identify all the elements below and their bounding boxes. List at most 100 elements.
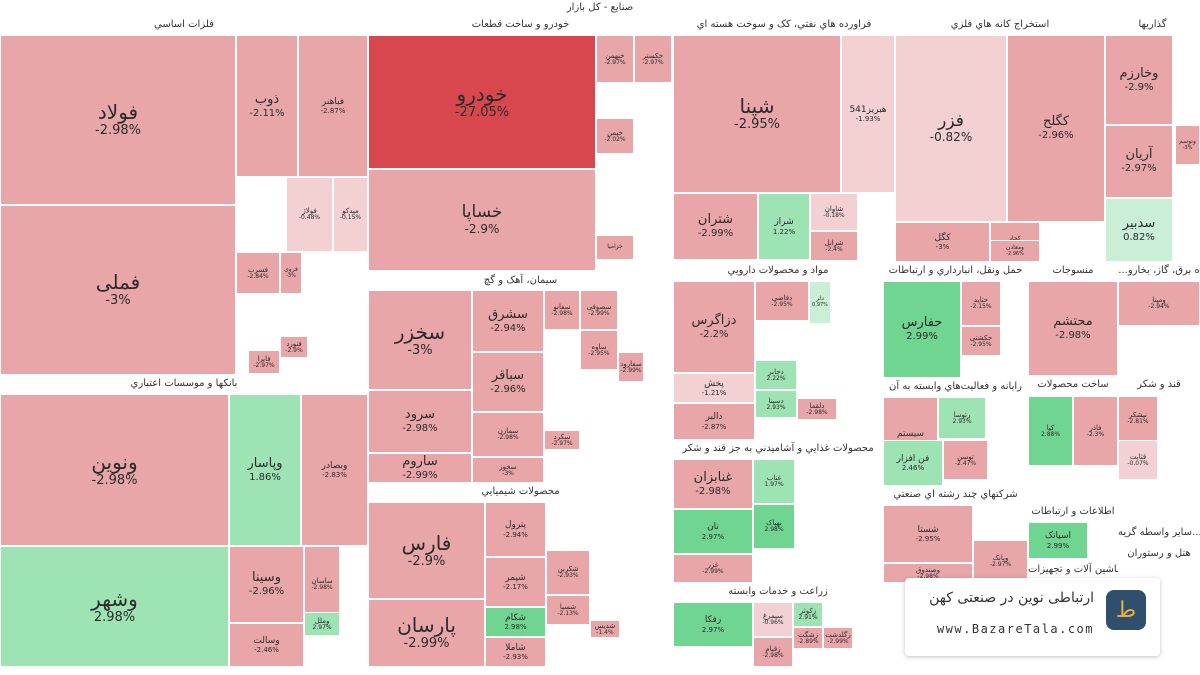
stock-tile[interactable]: شتران -2.99% bbox=[673, 193, 758, 260]
stock-tile[interactable]: غزر -2.99% bbox=[673, 554, 753, 583]
stock-tile[interactable]: دسینا 2.93% bbox=[755, 390, 797, 418]
stock-tile[interactable]: وخارزم -2.9% bbox=[1105, 35, 1173, 125]
stock-tile[interactable]: ذوب -2.11% bbox=[236, 35, 298, 177]
stock-tile[interactable]: پخش -1.21% bbox=[673, 373, 755, 403]
stock-tile[interactable]: فسرب -2.84% bbox=[236, 252, 280, 294]
stock-tile[interactable]: شاملا -2.93% bbox=[485, 637, 546, 667]
stock-tile[interactable]: فباهنر -2.87% bbox=[298, 35, 368, 177]
stock-tile[interactable]: زقیام -2.98% bbox=[753, 637, 793, 667]
stock-tile[interactable]: شپنا -2.95% bbox=[673, 35, 841, 193]
sector-header[interactable]: استخراج کانه هاي فلزي bbox=[895, 16, 1105, 34]
stock-tile[interactable]: حفارس 2.99% bbox=[883, 281, 961, 378]
stock-tile[interactable]: سخوز -3% bbox=[472, 457, 544, 483]
stock-tile[interactable]: فارس -2.9% bbox=[368, 502, 485, 599]
stock-tile[interactable]: پترول -2.94% bbox=[485, 502, 546, 557]
stock-tile[interactable]: سفانو -2.98% bbox=[544, 290, 580, 330]
stock-tile[interactable]: اسیاتک 2.99% bbox=[1028, 522, 1088, 559]
stock-tile[interactable]: شکام 2.98% bbox=[485, 607, 546, 637]
stock-tile[interactable]: کگلح -2.96% bbox=[1007, 35, 1105, 222]
sector-header[interactable]: حمل ونقل، انبارداري و ارتباطات bbox=[883, 262, 1028, 280]
stock-tile[interactable]: زفکا 2.97% bbox=[673, 602, 753, 647]
stock-tile[interactable]: ساروم -2.99% bbox=[368, 453, 472, 483]
sector-header[interactable]: سيمان، آهک و گچ bbox=[368, 272, 673, 290]
stock-tile[interactable]: میدکو -0.15% bbox=[333, 177, 368, 252]
stock-tile[interactable]: وسالت -2.46% bbox=[229, 623, 304, 667]
sector-header[interactable]: اطلاعات و ارتباطات bbox=[1028, 503, 1118, 521]
sector-header[interactable]: محصولات شيميايي bbox=[368, 483, 673, 501]
stock-tile[interactable]: سرود -2.98% bbox=[368, 390, 472, 453]
stock-tile[interactable]: فزر -0.82% bbox=[895, 35, 1007, 222]
stock-tile[interactable]: سباقر -2.96% bbox=[472, 352, 544, 412]
stock-tile[interactable]: سصوفی -2.99% bbox=[580, 290, 618, 330]
stock-tile[interactable]: ساسان -2.98% bbox=[304, 546, 340, 623]
stock-tile[interactable]: پارسان -2.99% bbox=[368, 599, 485, 667]
stock-tile[interactable]: نیشکر -2.81% bbox=[1118, 396, 1158, 441]
sector-header[interactable]: ماشين آلات و تجهيزات bbox=[1028, 561, 1118, 579]
stock-tile[interactable]: وسینا -2.96% bbox=[229, 546, 304, 623]
stock-tile[interactable]: خکستر -2.97% bbox=[634, 35, 672, 83]
stock-tile[interactable]: قثابت -0.07% bbox=[1118, 440, 1158, 480]
stock-tile[interactable]: آریان -2.97% bbox=[1105, 125, 1173, 198]
sector-header[interactable]: محصولات غذايي و آشاميدني به جز قند و شکر bbox=[673, 440, 883, 458]
stock-tile[interactable]: خزامیا bbox=[596, 235, 634, 260]
sector-header[interactable]: ساخت محصولات bbox=[1028, 376, 1118, 394]
stock-tile[interactable]: شراز 1.22% bbox=[758, 193, 810, 260]
stock-tile[interactable]: فن افزار 2.46% bbox=[883, 440, 943, 486]
stock-tile[interactable]: سخزر -3% bbox=[368, 290, 472, 390]
stock-tile[interactable]: هبریز541 -1.93% bbox=[841, 35, 895, 193]
sector-header[interactable]: گذاريها bbox=[1105, 16, 1200, 34]
sector-header[interactable]: بانکها و موسسات اعتباري bbox=[0, 375, 368, 393]
stock-tile[interactable]: سدبیر 0.82% bbox=[1105, 198, 1173, 262]
stock-tile[interactable]: شکربن -2.93% bbox=[546, 550, 590, 595]
stock-tile[interactable]: غناب 1.97% bbox=[753, 459, 795, 504]
stock-tile[interactable]: شاوان -0.18% bbox=[810, 193, 858, 231]
stock-tile[interactable]: شرانل -2.4% bbox=[810, 231, 858, 261]
stock-tile[interactable]: وتوسم -3% bbox=[1175, 125, 1200, 165]
stock-tile[interactable]: ساوه -2.95% bbox=[580, 330, 618, 370]
stock-tile[interactable]: کیا 2.88% bbox=[1028, 396, 1073, 466]
stock-tile[interactable]: کگل -3% bbox=[895, 222, 990, 262]
stock-tile[interactable]: وبصادر -2.83% bbox=[301, 394, 368, 546]
stock-tile[interactable]: غنابزان -2.98% bbox=[673, 459, 753, 509]
stock-tile[interactable]: فایرا -2.97% bbox=[248, 350, 280, 374]
sector-header[interactable]: فلزات اساسي bbox=[0, 16, 368, 34]
stock-tile[interactable]: شدیس -1.4% bbox=[590, 620, 620, 638]
stock-tile[interactable]: ونوین -2.98% bbox=[0, 394, 229, 546]
stock-tile[interactable]: حکشتی -2.95% bbox=[961, 326, 1001, 356]
stock-tile[interactable]: شپمر -2.17% bbox=[485, 557, 546, 607]
stock-tile[interactable]: وپاسار 1.86% bbox=[229, 394, 301, 546]
stock-tile[interactable]: خساپا -2.9% bbox=[368, 169, 596, 271]
stock-tile[interactable]: توسن -2.47% bbox=[943, 440, 988, 480]
stock-tile[interactable]: دزاگرس -2.2% bbox=[673, 281, 755, 373]
stock-tile[interactable]: زگلدشت -2.99% bbox=[823, 627, 853, 649]
stock-tile[interactable]: رتوسا 2.93% bbox=[938, 397, 986, 439]
stock-tile[interactable]: ومپنا -2.94% bbox=[1118, 281, 1200, 326]
sector-header[interactable]: ...ه برق، گاز، بخارو bbox=[1118, 262, 1200, 280]
stock-tile[interactable]: ومعادن -2.96% bbox=[990, 240, 1040, 262]
stock-tile[interactable]: فروی -3% bbox=[280, 252, 302, 294]
stock-tile[interactable]: فولاد -2.98% bbox=[0, 35, 236, 205]
sector-header[interactable]: منسوجات bbox=[1028, 262, 1118, 280]
stock-tile[interactable]: شستا -2.95% bbox=[883, 505, 973, 563]
sector-header[interactable]: زراعت و خدمات وابسته bbox=[673, 583, 883, 601]
stock-tile[interactable]: حتاید -2.15% bbox=[961, 281, 1001, 326]
sector-header[interactable]: فراورده هاي نفتي، کک و سوخت هسته اي bbox=[673, 16, 895, 34]
stock-tile[interactable]: زکوثر 2.91% bbox=[793, 602, 823, 627]
sector-header[interactable]: قند و شکر bbox=[1118, 376, 1200, 394]
stock-tile[interactable]: محتشم -2.98% bbox=[1028, 281, 1118, 376]
stock-tile[interactable]: وبانک -2.97% bbox=[973, 540, 1028, 583]
sector-header[interactable]: مواد و محصولات دارويي bbox=[673, 262, 883, 280]
stock-tile[interactable]: دلر 0.97% bbox=[809, 281, 831, 324]
stock-tile[interactable]: فاذر -2.3% bbox=[1073, 396, 1118, 466]
sector-header[interactable]: سایر واسطه گريه... bbox=[1118, 524, 1200, 542]
stock-tile[interactable]: سشرق -2.94% bbox=[472, 290, 544, 352]
stock-tile[interactable]: وشهر 2.98% bbox=[0, 546, 229, 667]
stock-tile[interactable]: دفاضی -2.95% bbox=[755, 281, 809, 321]
stock-tile[interactable]: خیمن -2.02% bbox=[596, 118, 634, 154]
stock-tile[interactable]: دالبر -2.87% bbox=[673, 403, 755, 440]
stock-tile[interactable]: خبهمن -2.97% bbox=[596, 35, 634, 83]
stock-tile[interactable]: سمازن -2.98% bbox=[472, 412, 544, 457]
stock-tile[interactable]: سیمرغ -0.96% bbox=[753, 602, 793, 637]
sector-header[interactable]: هتل و رستوران bbox=[1118, 545, 1200, 563]
stock-tile[interactable]: دجابر 2.22% bbox=[755, 360, 797, 390]
